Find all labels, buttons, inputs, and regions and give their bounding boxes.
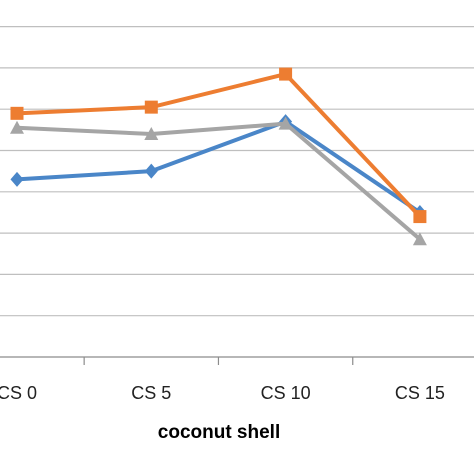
series-line: [16, 72, 422, 218]
data-point-marker: [10, 171, 24, 187]
x-tick-label: CS 5: [131, 383, 171, 403]
data-point-marker: [278, 116, 293, 130]
data-point-marker: [279, 67, 293, 81]
series-layer: [10, 67, 427, 246]
gridlines: [0, 26, 474, 317]
data-point-marker: [144, 100, 158, 114]
data-point-marker: [10, 120, 24, 134]
x-tick-label: CS 0: [0, 383, 37, 403]
x-axis-ticks: [83, 357, 354, 365]
series-line: [16, 121, 422, 241]
data-point-marker: [413, 210, 427, 224]
x-tick-label: CS 15: [395, 383, 445, 403]
x-tick-label: CS 10: [261, 383, 311, 403]
data-point-marker: [144, 126, 159, 140]
data-point-marker: [144, 163, 158, 179]
data-point-marker: [10, 106, 24, 120]
x-tick-labels: CS 0 CS 5 CS 10 CS 15: [0, 383, 445, 403]
series-2: [10, 67, 427, 224]
series-3: [10, 116, 427, 246]
x-axis-title: coconut shell: [158, 422, 280, 443]
data-point-marker: [412, 232, 427, 246]
series-line: [16, 119, 422, 215]
